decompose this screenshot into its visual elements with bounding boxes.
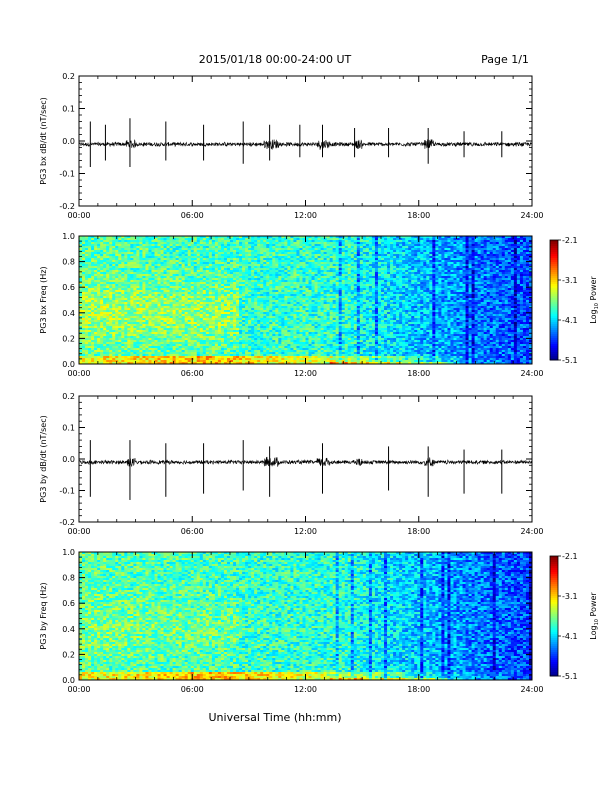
y-tick-label: 0.0 — [62, 137, 75, 146]
x-tick-label: 00:00 — [67, 211, 90, 220]
panel-2: 00:00 06:00 12:00 18:00 24:001.00.80.60.40.2… — [39, 232, 600, 378]
y-tick-label: -0.2 — [59, 202, 75, 211]
y-tick-label: 0.1 — [62, 105, 75, 114]
y-tick-label: 0.2 — [62, 72, 75, 81]
x-tick-label: 18:00 — [407, 211, 430, 220]
y-tick-label: -0.1 — [59, 170, 75, 179]
y-axis-label: PG3 bx dB/dt (nT/sec) — [39, 97, 48, 184]
x-tick-label: 06:00 — [181, 211, 204, 220]
spectrogram-2 — [79, 236, 532, 364]
plot-canvas: 00:00 06:00 12:00 18:00 24:00 0.2 0.1 0.0 -0.1 -0… — [0, 0, 612, 792]
x-tick-label: 24:00 — [520, 211, 543, 220]
panel-1: 00:00 06:00 12:00 18:00 24:00 0.2 0.1 0.0 -0.1 -0… — [39, 72, 544, 220]
x-tick-label: 12:00 — [294, 211, 317, 220]
